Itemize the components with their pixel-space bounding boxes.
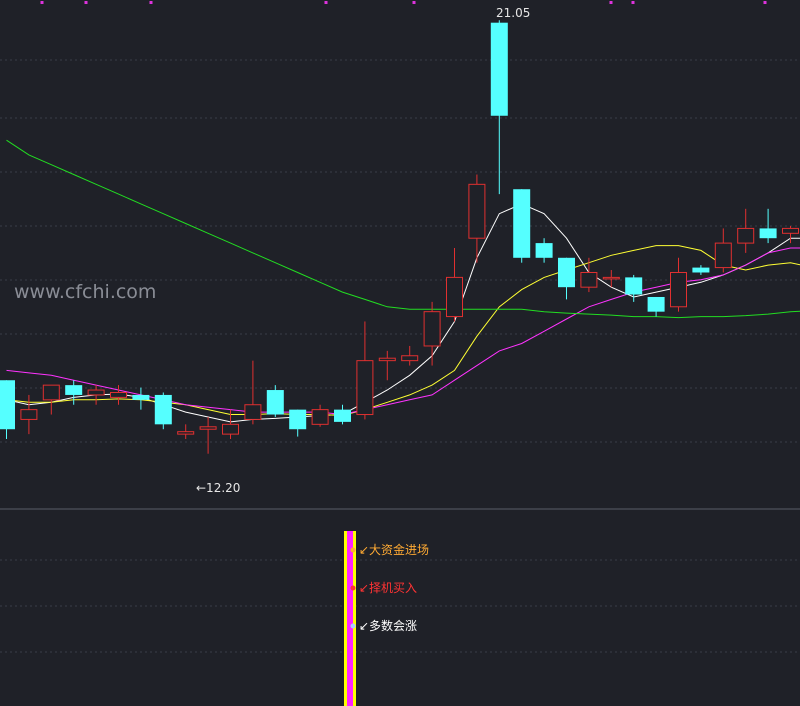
candle-body-down — [759, 228, 777, 239]
candle — [0, 380, 15, 440]
top-tick-mark — [609, 1, 613, 4]
candle — [670, 257, 687, 312]
candle-body-up — [737, 227, 755, 244]
grid-layer — [0, 1, 800, 653]
candle — [378, 350, 396, 381]
high-price-label: 21.05 — [496, 6, 530, 20]
candle — [334, 404, 351, 425]
candle — [647, 296, 665, 317]
top-tick-mark — [412, 1, 416, 4]
moving-average-line-1 — [6, 203, 800, 423]
candle-body-up — [42, 384, 60, 401]
candle-body-down — [289, 409, 307, 430]
candle-body-down — [625, 277, 643, 295]
candle — [199, 416, 217, 454]
candle — [737, 208, 755, 253]
candle — [782, 225, 799, 244]
candle-body-up — [782, 227, 799, 234]
candle-body-up — [580, 271, 598, 288]
candle-layer — [0, 20, 799, 454]
candle — [535, 238, 553, 263]
moving-average-line-4 — [6, 139, 800, 319]
candle-body-up — [110, 391, 127, 398]
candle-body-down — [0, 380, 15, 430]
signal-dot — [350, 623, 356, 629]
signal-label: ↙多数会涨 — [359, 618, 417, 633]
candle — [311, 404, 329, 427]
top-tick-mark — [84, 1, 88, 4]
low-price-label: ←12.20 — [196, 481, 240, 495]
signal-bar-magenta — [347, 531, 353, 706]
candle — [110, 385, 127, 405]
candle-body-up — [177, 431, 195, 435]
candle-body-down — [692, 267, 710, 273]
candle — [580, 257, 598, 293]
top-tick-mark — [40, 1, 44, 4]
candle-body-down — [513, 189, 531, 258]
candle-body-up — [714, 242, 732, 269]
candle — [244, 360, 262, 425]
watermark-text: www.cfchi.com — [14, 281, 156, 303]
candle-body-up — [423, 311, 441, 347]
candle-body-up — [199, 426, 217, 430]
candle-body-up — [356, 360, 374, 416]
candle — [222, 409, 239, 440]
candle-body-down — [65, 385, 83, 395]
candle-body-up — [602, 276, 620, 280]
candle — [602, 270, 620, 288]
candle — [65, 380, 83, 405]
candle — [513, 189, 531, 263]
candle — [401, 345, 419, 366]
candle-body-down — [535, 243, 553, 258]
candle — [446, 248, 463, 322]
candle — [177, 424, 195, 440]
candle-body-up — [378, 357, 396, 362]
candle-body-down — [647, 296, 665, 312]
candle-body-up — [222, 423, 239, 435]
candle — [423, 301, 441, 366]
candle — [266, 385, 284, 417]
candle-body-up — [311, 409, 329, 425]
candle-body-down — [154, 394, 172, 425]
candle-body-down — [490, 22, 508, 116]
candle — [87, 385, 105, 405]
signal-dot — [350, 547, 356, 553]
candle — [759, 208, 777, 244]
top-tick-mark — [763, 1, 767, 4]
moving-average-line-2 — [6, 245, 800, 417]
indicator-panel: ↙大资金进场 ↙择机买入 ↙多数会涨 — [344, 531, 429, 706]
candle-body-down — [334, 409, 351, 422]
candle-body-up — [87, 389, 105, 396]
candle — [625, 274, 643, 302]
candle-body-up — [468, 183, 486, 239]
candle-body-up — [670, 271, 687, 308]
candle-body-up — [401, 355, 419, 362]
candle — [692, 265, 710, 275]
candle — [468, 174, 486, 263]
signal-label: ↙择机买入 — [359, 581, 417, 595]
candle-body-down — [266, 390, 284, 415]
candle — [154, 392, 172, 430]
candle-body-down — [132, 394, 150, 400]
candle — [289, 409, 307, 437]
candle — [132, 387, 150, 410]
candle — [490, 20, 508, 195]
candle — [20, 394, 38, 435]
candle — [356, 321, 374, 420]
top-tick-mark — [631, 1, 635, 4]
candle — [558, 257, 575, 300]
top-tick-mark — [324, 1, 328, 4]
top-tick-mark — [149, 1, 153, 4]
candle-body-up — [446, 276, 463, 318]
candle — [714, 228, 732, 273]
candle-body-up — [20, 409, 38, 420]
candle — [42, 384, 60, 415]
signal-dot — [350, 585, 356, 591]
signal-label: ↙大资金进场 — [359, 542, 429, 557]
candle-body-up — [244, 404, 262, 420]
candle-body-down — [558, 257, 575, 288]
